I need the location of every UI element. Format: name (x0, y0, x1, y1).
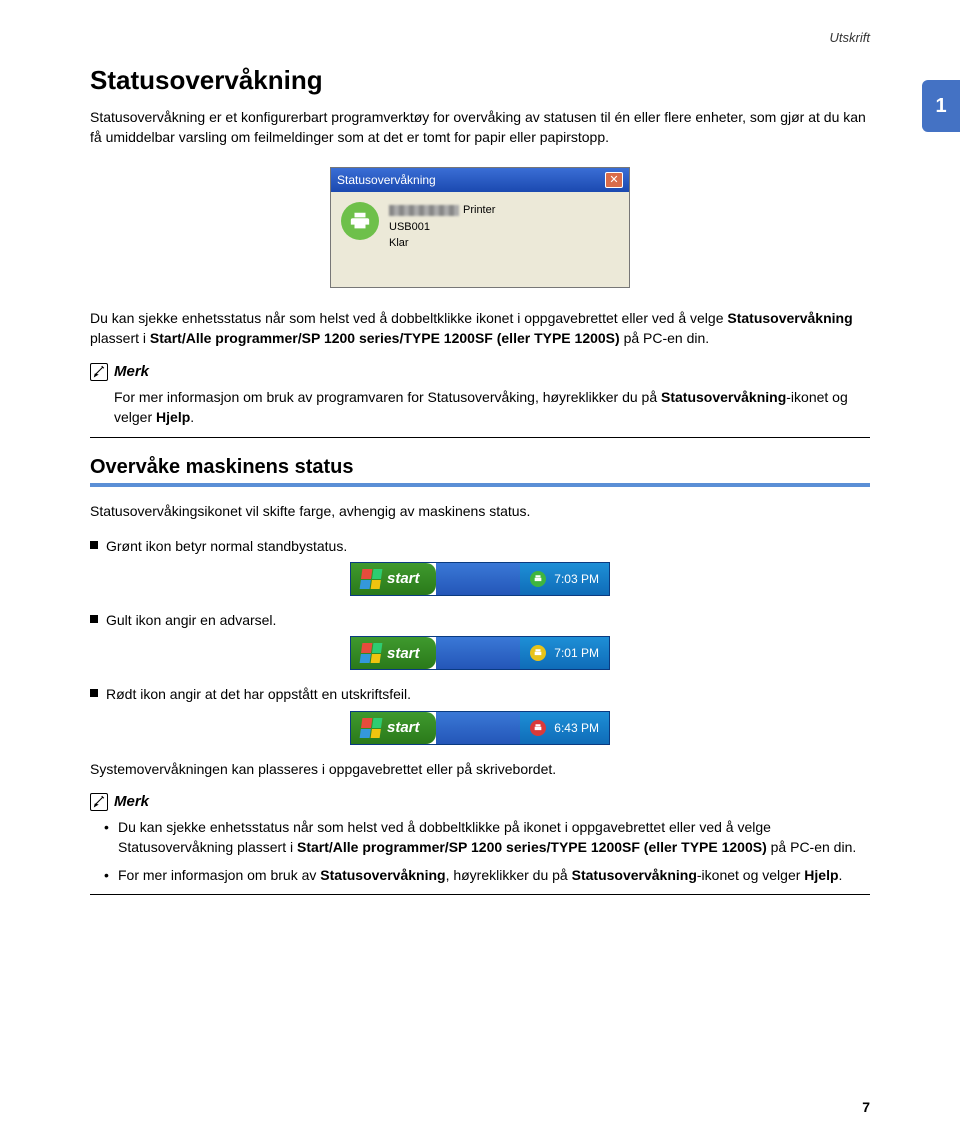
start-button: start (351, 637, 436, 669)
system-tray: 6:43 PM (520, 712, 609, 744)
note-label: Merk (114, 793, 149, 810)
para-placement: Systemovervåkningen kan plasseres i oppg… (90, 759, 870, 779)
note-body-1: For mer informasjon om bruk av programva… (90, 387, 870, 428)
status-tray-icon (530, 571, 546, 587)
header-label: Utskrift (90, 30, 870, 45)
note-header-2: Merk (90, 793, 870, 811)
start-button: start (351, 563, 436, 595)
note-icon (90, 793, 108, 811)
section-badge: 1 (922, 80, 960, 132)
dialog-titlebar: Statusovervåkning ✕ (331, 168, 629, 192)
status-tray-icon (530, 720, 546, 736)
status-dialog: Statusovervåkning ✕ Printer USB001 Klar (330, 167, 630, 288)
bullet-yellow: Gult ikon angir en advarsel. (90, 610, 870, 630)
taskbar-yellow: start 7:01 PM (350, 636, 610, 670)
page-number: 7 (862, 1099, 870, 1115)
intro-paragraph: Statusovervåkning er et konfigurerbart p… (90, 108, 870, 147)
note-item-2: For mer informasjon om bruk av Statusove… (108, 865, 870, 885)
divider (90, 894, 870, 895)
status-tray-icon (530, 645, 546, 661)
note-list: Du kan sjekke enhetsstatus når som helst… (90, 817, 870, 886)
printer-icon (341, 202, 379, 240)
dialog-title-text: Statusovervåkning (337, 173, 436, 187)
taskbar-red: start 6:43 PM (350, 711, 610, 745)
bullet-red: Rødt ikon angir at det har oppstått en u… (90, 684, 870, 704)
dialog-status-text: Printer USB001 Klar (389, 202, 495, 252)
subtitle: Overvåke maskinens status (90, 456, 870, 479)
note-header: Merk (90, 363, 870, 381)
windows-logo-icon (360, 643, 383, 663)
system-tray: 7:01 PM (520, 637, 609, 669)
subtitle-underline (90, 483, 870, 487)
windows-logo-icon (360, 569, 383, 589)
page-title: Statusovervåkning (90, 65, 870, 96)
system-tray: 7:03 PM (520, 563, 609, 595)
start-button: start (351, 712, 436, 744)
dialog-body: Printer USB001 Klar (331, 192, 629, 287)
taskbar-green: start 7:03 PM (350, 562, 610, 596)
bullet-green: Grønt ikon betyr normal standbystatus. (90, 536, 870, 556)
windows-logo-icon (360, 718, 383, 738)
note-item-1: Du kan sjekke enhetsstatus når som helst… (108, 817, 870, 858)
divider (90, 437, 870, 438)
para-icon-color: Statusovervåkingsikonet vil skifte farge… (90, 501, 870, 521)
para-check-status: Du kan sjekke enhetsstatus når som helst… (90, 308, 870, 349)
note-label: Merk (114, 363, 149, 380)
note-icon (90, 363, 108, 381)
close-icon[interactable]: ✕ (605, 172, 623, 188)
